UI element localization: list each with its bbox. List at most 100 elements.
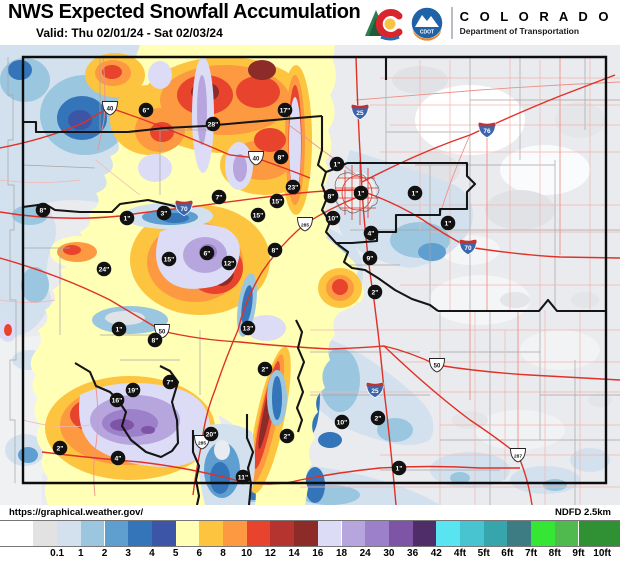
snow-amount-label: 8" <box>323 188 339 204</box>
legend-color-cell <box>151 521 176 546</box>
map-svg: 70 70 25 25 76 40 40 50 50 285 285 287 6" 28" 17" 8" 23… <box>0 45 620 506</box>
org-dept: Department of Transportation <box>459 26 580 36</box>
legend-tick-label: 14 <box>288 548 300 559</box>
legend-color-cell <box>0 521 34 546</box>
snow-amount-value: 15" <box>164 257 175 264</box>
interstate-number: 25 <box>356 110 364 117</box>
snow-amount-label: 19" <box>125 382 141 398</box>
us-route-number: 50 <box>434 363 441 369</box>
snow-amount-label: 1" <box>329 156 345 172</box>
interstate-number: 70 <box>464 245 472 252</box>
snow-amount-value: 4" <box>114 456 121 463</box>
legend-color-cell <box>199 521 223 546</box>
snow-amount-value: 12" <box>224 261 235 268</box>
snowfall-map: 70 70 25 25 76 40 40 50 50 285 285 287 6" 28" 17" 8" 23… <box>0 45 620 506</box>
snow-amount-value: 6" <box>203 251 210 258</box>
snow-amount-value: 11" <box>238 475 248 482</box>
legend-color-cell <box>104 521 129 546</box>
legend-tick-label: 30 <box>383 548 395 559</box>
page-title: NWS Expected Snowfall Accumulation <box>8 1 361 23</box>
snow-amount-label: 6" <box>138 102 154 118</box>
snow-amount-value: 3" <box>160 211 167 218</box>
legend-color-cell <box>483 521 508 546</box>
snow-amount-value: 1" <box>333 162 340 169</box>
snow-amount-label: 1" <box>391 460 407 476</box>
snow-amount-value: 13" <box>243 326 254 333</box>
snow-amount-label: 3" <box>156 205 172 221</box>
interstate-shield-icon: 76 <box>478 122 496 139</box>
highway-shields: 70 70 25 25 76 40 40 50 50 285 285 287 <box>102 101 526 463</box>
snow-amount-label: 9" <box>362 250 378 266</box>
snow-amount-label: 1" <box>111 321 127 337</box>
legend-color-cell <box>388 521 413 546</box>
legend-tick-label: 12 <box>264 548 276 559</box>
snow-amount-label: 7" <box>211 189 227 205</box>
legend-tick-label: 5ft <box>477 548 490 559</box>
snow-amount-label: 1" <box>353 185 369 201</box>
snow-amount-labels: 6" 28" 17" 8" 23" 7" 15" 15" 1" 3" 8" 24" 15" 6" 12" 8"… <box>35 102 456 485</box>
snow-amount-label: 13" <box>240 320 256 336</box>
us-route-shield-icon: 40 <box>248 151 264 166</box>
legend-color-cell <box>412 521 437 546</box>
snow-amount-value: 8" <box>39 208 46 215</box>
legend-tick-label: 2 <box>101 548 108 559</box>
snow-amount-value: 28" <box>208 122 219 129</box>
legend-tick-label: 16 <box>312 548 324 559</box>
snow-amount-value: 10" <box>328 216 339 223</box>
us-route-number: 40 <box>253 156 260 162</box>
legend-color-cell <box>578 521 620 546</box>
legend-color-cell <box>175 521 200 546</box>
snow-amount-label: 10" <box>325 210 341 226</box>
interstate-shield-icon: 25 <box>351 104 369 121</box>
interstate-number: 25 <box>371 388 379 395</box>
snow-amount-label: 4" <box>363 225 379 241</box>
logo-group: CDOT C O L O R A D O Department of Trans… <box>363 2 612 43</box>
cdot-region-boundaries <box>22 57 606 506</box>
snow-amount-label: 8" <box>267 242 283 258</box>
legend-color-cell <box>270 521 295 546</box>
valid-period: Valid: Thu 02/01/24 - Sat 02/03/24 <box>36 26 223 40</box>
county-lines <box>7 57 620 505</box>
snow-amount-label: 28" <box>205 116 221 132</box>
us-route-number: 285 <box>198 440 206 446</box>
interstate-number: 70 <box>180 206 188 213</box>
interstate-shield-icon: 70 <box>459 239 477 256</box>
legend-color-cell <box>246 521 271 546</box>
snow-amount-value: 16" <box>112 398 123 405</box>
legend-color-cell <box>33 521 58 546</box>
snow-amount-value: 10" <box>337 420 348 427</box>
snow-amount-label: 1" <box>119 210 135 226</box>
snow-amount-label: 8" <box>35 202 51 218</box>
snow-amount-value: 8" <box>151 338 158 345</box>
snow-amount-value: 17" <box>280 108 291 115</box>
snow-amount-label: 16" <box>109 392 125 408</box>
header: NWS Expected Snowfall Accumulation Valid… <box>0 0 620 45</box>
legend-tick-label: 8 <box>220 548 226 559</box>
snow-amount-value: 7" <box>166 380 173 387</box>
logo-divider <box>450 6 453 39</box>
legend-color-cell <box>507 521 532 546</box>
cdot-logo-icon: CDOT <box>409 5 444 41</box>
snow-amount-label: 2" <box>370 410 386 426</box>
snow-amount-label: 11" <box>235 469 251 485</box>
legend-tick-label: 6 <box>196 548 203 559</box>
snow-amount-value: 1" <box>123 216 130 223</box>
snow-amount-value: 19" <box>128 388 139 395</box>
legend-tick-label: 4ft <box>453 548 467 559</box>
colorado-state-logo-icon <box>364 8 403 40</box>
snow-amount-label: 15" <box>161 251 177 267</box>
snow-amount-value: 1" <box>395 466 402 473</box>
snow-amount-label: 2" <box>367 284 383 300</box>
legend-color-cell <box>128 521 152 546</box>
legend-color-cell <box>436 521 460 546</box>
us-route-shield-icon: 40 <box>102 101 118 116</box>
legend-tick-label: 1 <box>78 548 84 559</box>
snow-amount-value: 4" <box>367 231 374 238</box>
legend-tick-label: 3 <box>125 548 131 559</box>
snow-amount-value: 1" <box>411 191 418 198</box>
snow-amount-value: 8" <box>327 194 334 201</box>
legend-color-cell <box>317 521 342 546</box>
us-route-shield-icon: 50 <box>429 358 445 373</box>
org-name: C O L O R A D O <box>459 9 612 24</box>
us-route-number: 287 <box>514 453 522 459</box>
